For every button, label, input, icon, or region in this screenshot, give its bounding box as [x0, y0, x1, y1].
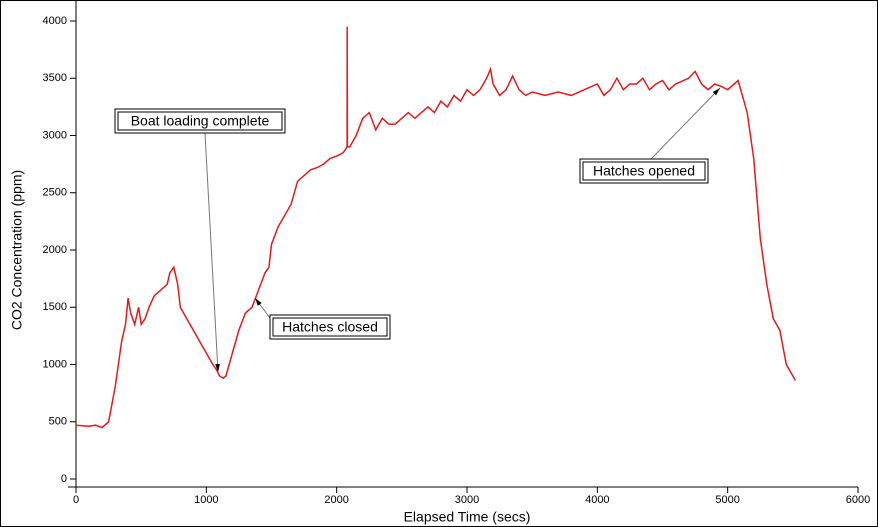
annotation: Hatches opened: [593, 163, 695, 179]
annotation-box: [269, 314, 391, 340]
y-tick-label: 500: [49, 416, 67, 428]
y-tick-label: 1500: [43, 301, 67, 313]
y-tick-label: 4000: [43, 15, 67, 27]
x-tick-label: 5000: [715, 494, 739, 506]
y-tick-label: 0: [61, 473, 67, 485]
annotation-box-inner: [272, 317, 388, 337]
annotation-box: [579, 158, 709, 184]
y-axis-label: CO2 Concentration (ppm): [9, 170, 25, 330]
x-tick-label: 0: [73, 494, 79, 506]
annotation-arrow: [649, 87, 721, 161]
x-tick-label: 3000: [455, 494, 479, 506]
annotation-box: [114, 108, 286, 134]
x-tick-label: 1000: [194, 494, 218, 506]
y-tick-label: 3500: [43, 72, 67, 84]
y-tick-label: 2500: [43, 187, 67, 199]
y-tick-label: 2000: [43, 244, 67, 256]
data-line: [75, 26, 797, 429]
x-tick-label: 2000: [324, 494, 348, 506]
annotation-arrow: [204, 132, 220, 373]
annotation: Boat loading complete: [131, 113, 270, 129]
y-tick-label: 1000: [43, 358, 67, 370]
y-tick-label: 3000: [43, 129, 67, 141]
x-axis-label: Elapsed Time (secs): [404, 509, 531, 525]
annotation-arrow: [254, 297, 271, 319]
annotation-box-inner: [117, 111, 283, 131]
x-tick-label: 6000: [846, 494, 870, 506]
x-tick-label: 4000: [585, 494, 609, 506]
annotation-box-inner: [582, 161, 706, 181]
annotation: Hatches closed: [282, 319, 378, 335]
